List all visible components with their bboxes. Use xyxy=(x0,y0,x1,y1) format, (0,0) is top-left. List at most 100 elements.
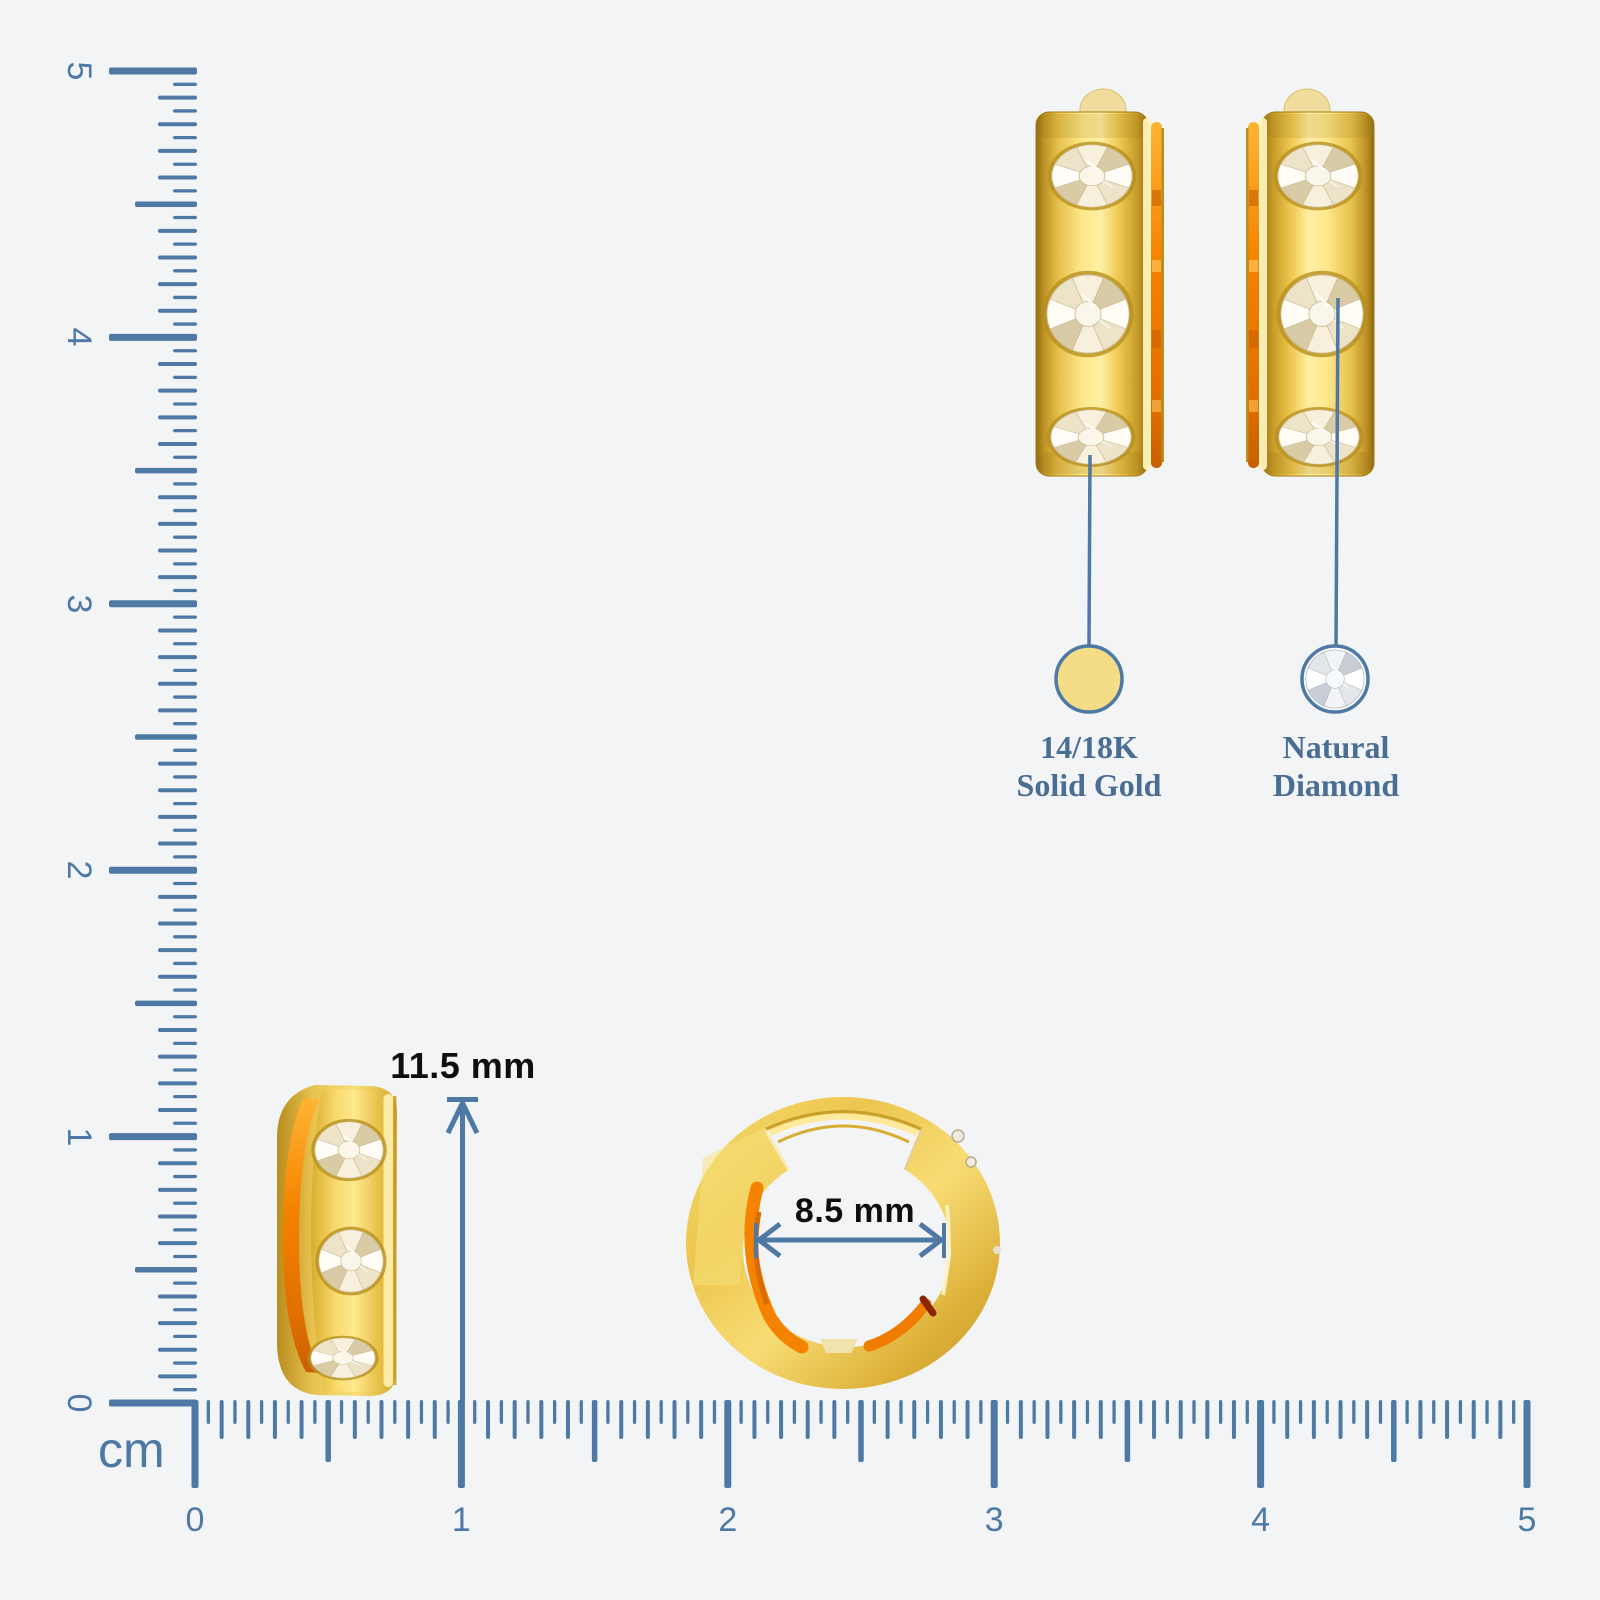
v-ruler-tick xyxy=(158,894,197,899)
v-ruler-tick xyxy=(158,415,197,420)
v-ruler-tick xyxy=(158,95,197,100)
diamond-stone xyxy=(1274,407,1364,467)
v-ruler-tick xyxy=(158,362,197,367)
h-ruler-tick xyxy=(952,1400,956,1424)
v-ruler-tick xyxy=(173,1068,197,1072)
v-ruler-tick xyxy=(135,1000,197,1007)
h-ruler-tick xyxy=(1205,1400,1210,1439)
v-ruler-tick xyxy=(173,1361,197,1365)
v-ruler-tick xyxy=(173,615,197,619)
h-ruler-tick xyxy=(1139,1400,1143,1424)
h-ruler-tick xyxy=(805,1400,810,1439)
h-ruler-tick xyxy=(1045,1400,1050,1439)
h-ruler-label-3: 3 xyxy=(984,1501,1004,1539)
v-ruler-tick xyxy=(158,1161,197,1166)
h-ruler-tick xyxy=(1072,1400,1077,1439)
v-ruler-tick xyxy=(173,695,197,699)
h-ruler-tick xyxy=(1311,1400,1316,1439)
gold-callout-line2: Solid Gold xyxy=(1016,766,1162,803)
h-ruler-tick xyxy=(1445,1400,1450,1439)
v-ruler-tick xyxy=(173,322,197,326)
h-ruler-label-5: 5 xyxy=(1517,1501,1537,1539)
v-ruler-tick xyxy=(173,801,197,806)
h-ruler-tick xyxy=(739,1400,743,1424)
v-ruler-tick xyxy=(158,122,197,127)
v-ruler-tick xyxy=(158,1321,197,1326)
v-ruler-tick xyxy=(158,681,197,686)
v-ruler-tick xyxy=(173,189,197,193)
h-ruler-tick xyxy=(1418,1400,1423,1439)
v-ruler-label-0: 0 xyxy=(60,1393,98,1413)
h-ruler-tick xyxy=(1432,1400,1436,1424)
h-ruler-tick xyxy=(699,1400,704,1439)
h-ruler-tick xyxy=(1272,1400,1276,1424)
v-ruler-tick xyxy=(158,1374,197,1379)
v-ruler-tick xyxy=(158,814,197,819)
height-dimension-label: 11.5 mm xyxy=(390,1045,536,1086)
diamond-stone xyxy=(1042,270,1134,358)
h-ruler-tick xyxy=(1257,1400,1265,1488)
h-ruler-tick xyxy=(299,1400,304,1439)
v-ruler-tick xyxy=(158,228,197,233)
v-ruler-tick xyxy=(158,308,197,313)
h-ruler-tick xyxy=(752,1400,757,1439)
v-ruler-tick xyxy=(158,655,197,660)
diamond-callout-leader xyxy=(1334,297,1340,648)
h-ruler-tick xyxy=(979,1400,983,1424)
h-ruler-tick xyxy=(1458,1400,1463,1424)
callout-leaders xyxy=(1087,297,1340,648)
gold-callout-label: 14/18K Solid Gold xyxy=(949,729,1229,804)
h-ruler-tick xyxy=(606,1400,610,1424)
h-ruler-tick xyxy=(286,1400,290,1424)
h-ruler-tick xyxy=(1192,1400,1196,1424)
v-ruler-tick xyxy=(173,375,197,380)
h-ruler-tick xyxy=(565,1400,570,1439)
h-ruler-tick xyxy=(259,1400,264,1424)
v-ruler-tick xyxy=(135,467,197,474)
v-ruler-tick xyxy=(109,67,197,75)
h-ruler-tick xyxy=(591,1400,598,1462)
h-ruler-tick xyxy=(885,1400,890,1439)
v-ruler-tick xyxy=(173,1201,197,1205)
diamond-stone xyxy=(1046,407,1136,467)
v-ruler-tick xyxy=(173,588,197,593)
v-ruler-tick xyxy=(158,628,197,633)
h-ruler-tick xyxy=(486,1400,491,1439)
h-ruler-tick xyxy=(659,1400,663,1424)
v-ruler-tick xyxy=(158,708,197,713)
v-ruler-tick xyxy=(173,535,197,539)
h-ruler-tick xyxy=(1338,1400,1343,1439)
v-ruler-tick xyxy=(158,1347,197,1352)
diamond-stone xyxy=(311,1118,387,1182)
diamond-callout-line1: Natural xyxy=(1282,729,1390,765)
v-ruler-tick xyxy=(158,948,197,953)
h-ruler-tick xyxy=(526,1400,530,1424)
v-ruler-tick xyxy=(173,1281,197,1285)
gold-callout-line1: 14/18K xyxy=(1040,729,1138,765)
h-ruler-tick xyxy=(1178,1400,1183,1439)
v-ruler-tick xyxy=(173,961,197,966)
h-ruler-tick xyxy=(619,1400,624,1439)
v-ruler-tick xyxy=(173,642,197,646)
v-ruler-tick xyxy=(173,828,197,832)
ruler-unit-label: cm xyxy=(98,1422,165,1478)
diamond-stone xyxy=(1273,141,1363,211)
v-ruler-tick xyxy=(158,1107,197,1112)
h-ruler-tick xyxy=(1325,1400,1329,1424)
h-ruler-tick xyxy=(246,1400,251,1439)
h-ruler-tick xyxy=(1512,1400,1516,1424)
v-ruler-tick xyxy=(158,255,197,260)
h-ruler-tick xyxy=(339,1400,344,1424)
v-ruler-tick xyxy=(173,881,197,886)
h-ruler-tick xyxy=(846,1400,850,1424)
h-ruler-tick xyxy=(832,1400,837,1439)
h-ruler-tick xyxy=(779,1400,784,1439)
h-ruler-tick xyxy=(446,1400,450,1424)
v-ruler-tick xyxy=(173,1015,197,1019)
v-ruler-tick xyxy=(158,148,197,153)
h-ruler-tick xyxy=(1352,1400,1356,1424)
h-ruler-tick xyxy=(233,1400,237,1424)
h-ruler-tick xyxy=(379,1400,384,1439)
h-ruler-tick xyxy=(191,1400,199,1488)
